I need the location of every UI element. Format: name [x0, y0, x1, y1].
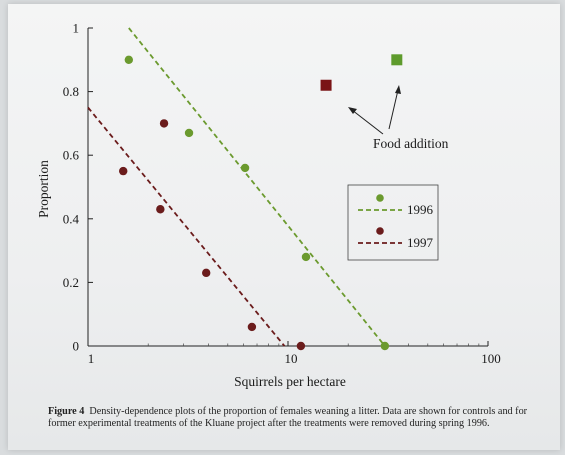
fit-line-1996 [128, 27, 386, 347]
point-1996-2 [240, 163, 250, 173]
point-1996-0 [124, 55, 134, 64]
legend-marker-1996 [376, 194, 384, 202]
caption-label: Figure 4 [48, 406, 85, 417]
food-arrow-left [351, 109, 384, 135]
food-addition-group: Food addition [320, 54, 449, 151]
food-addition-marker-0 [320, 79, 332, 91]
x-tick-label-0: 1 [88, 351, 95, 366]
food-arrow-right-head [395, 85, 401, 94]
y-tick-label-0: 0 [73, 339, 80, 354]
y-tick-label-2: 0.4 [63, 211, 80, 226]
legend-label-1996: 1996 [407, 202, 434, 217]
figure-caption: Figure 4 Density-dependence plots of the… [48, 406, 548, 431]
point-1997-0 [119, 166, 128, 176]
axis-ticks: 0 0.2 0.4 0.6 0.8 1 1 10 100 [63, 21, 501, 367]
point-1996-4 [380, 341, 390, 351]
y-axis-label: Proportion [36, 160, 51, 218]
fit-lines [87, 27, 386, 347]
legend: 1996 1997 [347, 184, 439, 261]
axes [87, 28, 488, 347]
point-1997-4 [247, 322, 257, 332]
point-1996-1 [184, 128, 194, 138]
density-dependence-chart: 00.20.40.60.811 10 100 Food addition 19961… [36, 21, 501, 390]
point-1997-1 [159, 119, 169, 128]
food-arrow-left-head [348, 107, 357, 114]
point-1997-2 [156, 205, 165, 214]
point-1997-5 [296, 341, 306, 351]
y-tick-label-5: 1 [73, 21, 80, 36]
food-arrow-right [388, 89, 399, 130]
food-addition-marker-1 [391, 54, 403, 66]
legend-box [347, 184, 439, 261]
legend-label-1997: 1997 [407, 235, 434, 250]
food-addition-label: Food addition [373, 136, 449, 151]
x-tick-label-1: 10 [285, 351, 298, 366]
x-axis-label: Squirrels per hectare [234, 374, 346, 389]
legend-marker-1997 [376, 227, 384, 235]
point-1996-3 [301, 252, 311, 262]
y-tick-label-4: 0.8 [63, 84, 79, 99]
caption-text: Density-dependence plots of the proporti… [48, 406, 528, 430]
point-1997-3 [202, 268, 211, 278]
y-tick-label-3: 0.6 [63, 148, 80, 163]
data-points [119, 55, 390, 351]
y-tick-label-1: 0.2 [63, 275, 79, 290]
fit-line-1997 [87, 106, 286, 347]
x-tick-label-2: 100 [481, 351, 501, 366]
figure-page: 0 0.2 0.4 0.6 0.8 1 1 10 100 Food addition 1996 1… [8, 4, 560, 450]
